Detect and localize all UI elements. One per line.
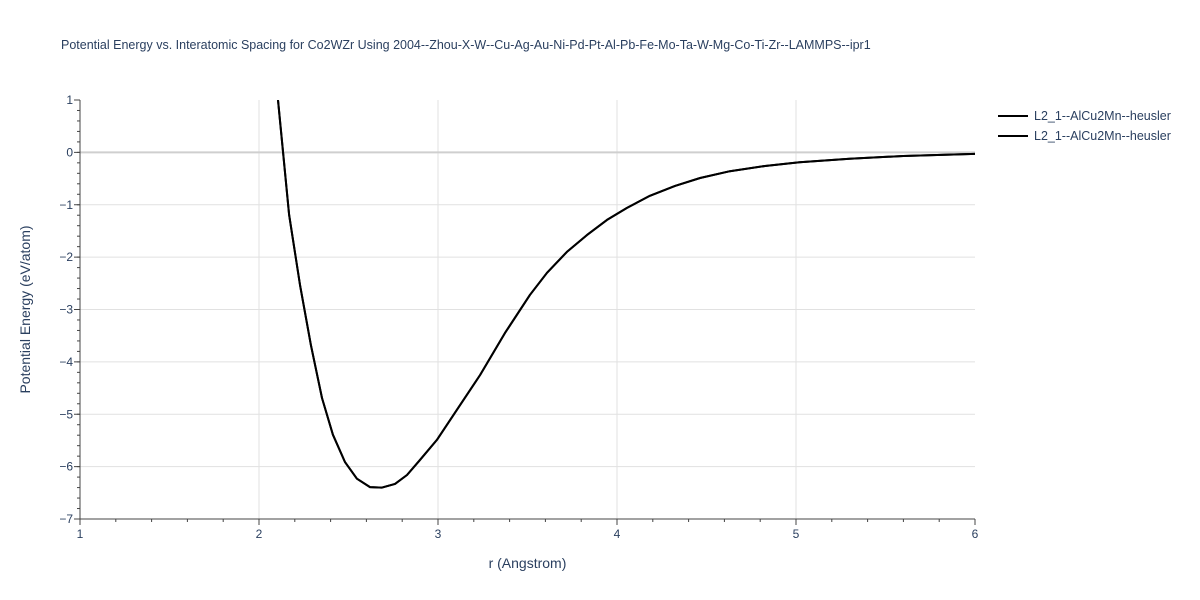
legend-line-swatch <box>998 135 1028 137</box>
series-line <box>277 100 975 489</box>
y-tick-label: −1 <box>59 198 73 212</box>
legend-label: L2_1--AlCu2Mn--heusler <box>1034 129 1171 143</box>
y-tick-label: −3 <box>59 303 73 317</box>
x-tick-label: 2 <box>256 527 263 541</box>
y-tick-label: 0 <box>66 145 73 159</box>
y-tick-label: 1 <box>66 93 73 107</box>
legend-label: L2_1--AlCu2Mn--heusler <box>1034 109 1171 123</box>
x-tick-label: 3 <box>435 527 442 541</box>
legend: L2_1--AlCu2Mn--heusler L2_1--AlCu2Mn--he… <box>998 106 1171 146</box>
x-tick-label: 1 <box>77 527 84 541</box>
y-tick-label: −2 <box>59 250 73 264</box>
y-tick-label: −4 <box>59 355 73 369</box>
y-tick-label: −6 <box>59 460 73 474</box>
legend-item[interactable]: L2_1--AlCu2Mn--heusler <box>998 106 1171 126</box>
y-tick-label: −5 <box>59 407 73 421</box>
y-tick-label: −7 <box>59 512 73 526</box>
y-axis-title: Potential Energy (eV/atom) <box>17 225 33 393</box>
legend-line-swatch <box>998 115 1028 117</box>
x-tick-label: 5 <box>793 527 800 541</box>
x-tick-label: 4 <box>614 527 621 541</box>
x-tick-label: 6 <box>972 527 979 541</box>
chart-title: Potential Energy vs. Interatomic Spacing… <box>61 38 871 52</box>
x-axis-title: r (Angstrom) <box>489 555 567 571</box>
legend-item[interactable]: L2_1--AlCu2Mn--heusler <box>998 126 1171 146</box>
